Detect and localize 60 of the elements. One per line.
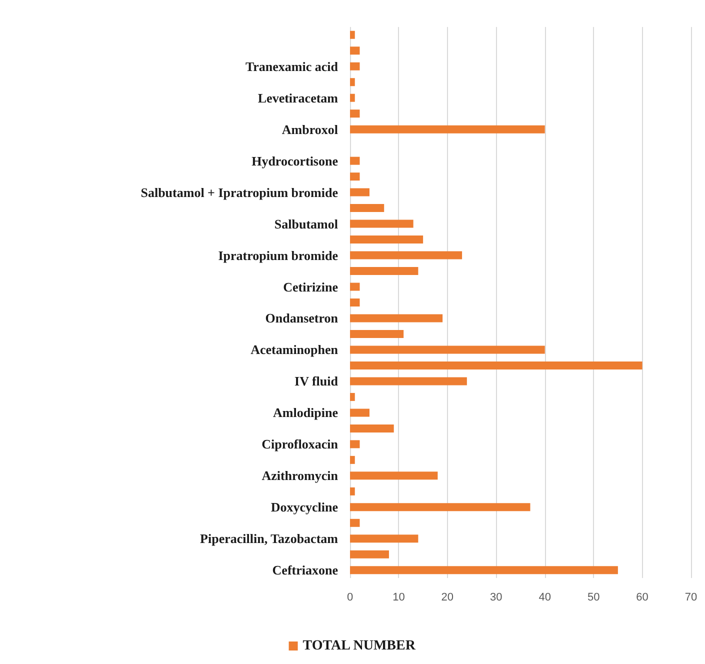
y-tick-label: Cetirizine: [283, 279, 338, 294]
y-tick-label: Ondansetron: [265, 310, 339, 326]
y-tick-label: Piperacillin, Tazobactam: [200, 531, 338, 546]
bar: [350, 110, 360, 118]
bar: [350, 172, 360, 181]
bar: [350, 346, 545, 354]
y-tick-label: IV fluid: [294, 374, 339, 389]
y-tick-label: Doxycycline: [270, 500, 338, 515]
bar: [350, 330, 404, 338]
legend-label: TOTAL NUMBER: [302, 638, 416, 654]
bar: [350, 534, 418, 543]
x-tick-label: 10: [392, 592, 405, 604]
x-tick-label: 40: [538, 592, 551, 604]
bar: [350, 456, 355, 464]
bar: [350, 251, 462, 260]
bar: [350, 408, 370, 417]
y-tick-label: Ambroxol: [282, 122, 338, 137]
bar: [350, 424, 394, 432]
y-tick-label: Azithromycin: [262, 468, 339, 484]
bar: [350, 188, 370, 196]
bar: [350, 78, 355, 86]
bar: [350, 440, 360, 448]
bar: [350, 94, 355, 102]
bar: [350, 267, 418, 276]
y-tick-label: Ipratropium bromide: [218, 248, 338, 263]
bar: [350, 550, 389, 558]
bar: [350, 377, 467, 386]
bar: [350, 503, 530, 512]
bar: [350, 62, 360, 70]
bar: [350, 361, 642, 370]
bar: [350, 282, 360, 291]
bar: [350, 392, 355, 401]
bar: [350, 156, 360, 165]
bar: [350, 472, 438, 480]
y-tick-label: Hydrocortisone: [252, 153, 338, 168]
x-tick-label: 70: [684, 592, 698, 604]
bar: [350, 46, 360, 55]
bar: [350, 566, 618, 574]
y-tick-label: Salbutamol: [274, 216, 338, 232]
y-tick-label: Tranexamic acid: [245, 58, 339, 74]
y-tick-label: Ceftriaxone: [272, 562, 338, 578]
bar: [350, 487, 355, 496]
bar: [350, 236, 424, 244]
bar: [350, 125, 545, 134]
bar: [350, 518, 360, 527]
x-tick-label: 60: [636, 592, 648, 604]
bar: [350, 204, 384, 212]
y-tick-label: Acetaminophen: [250, 342, 339, 358]
bar: [350, 298, 360, 306]
bar: [350, 220, 414, 228]
x-tick-label: 0: [346, 592, 354, 604]
x-tick-label: 20: [441, 592, 454, 604]
y-tick-label: Levetiracetam: [258, 90, 338, 106]
y-tick-label: Ciprofloxacin: [262, 436, 339, 452]
bar: [350, 314, 443, 322]
y-tick-label: Salbutamol + Ipratropium bromide: [140, 184, 338, 200]
x-tick-label: 30: [490, 592, 502, 604]
y-tick-label: Amlodipine: [272, 405, 338, 420]
bar: [350, 30, 355, 39]
x-tick-label: 50: [587, 592, 600, 604]
